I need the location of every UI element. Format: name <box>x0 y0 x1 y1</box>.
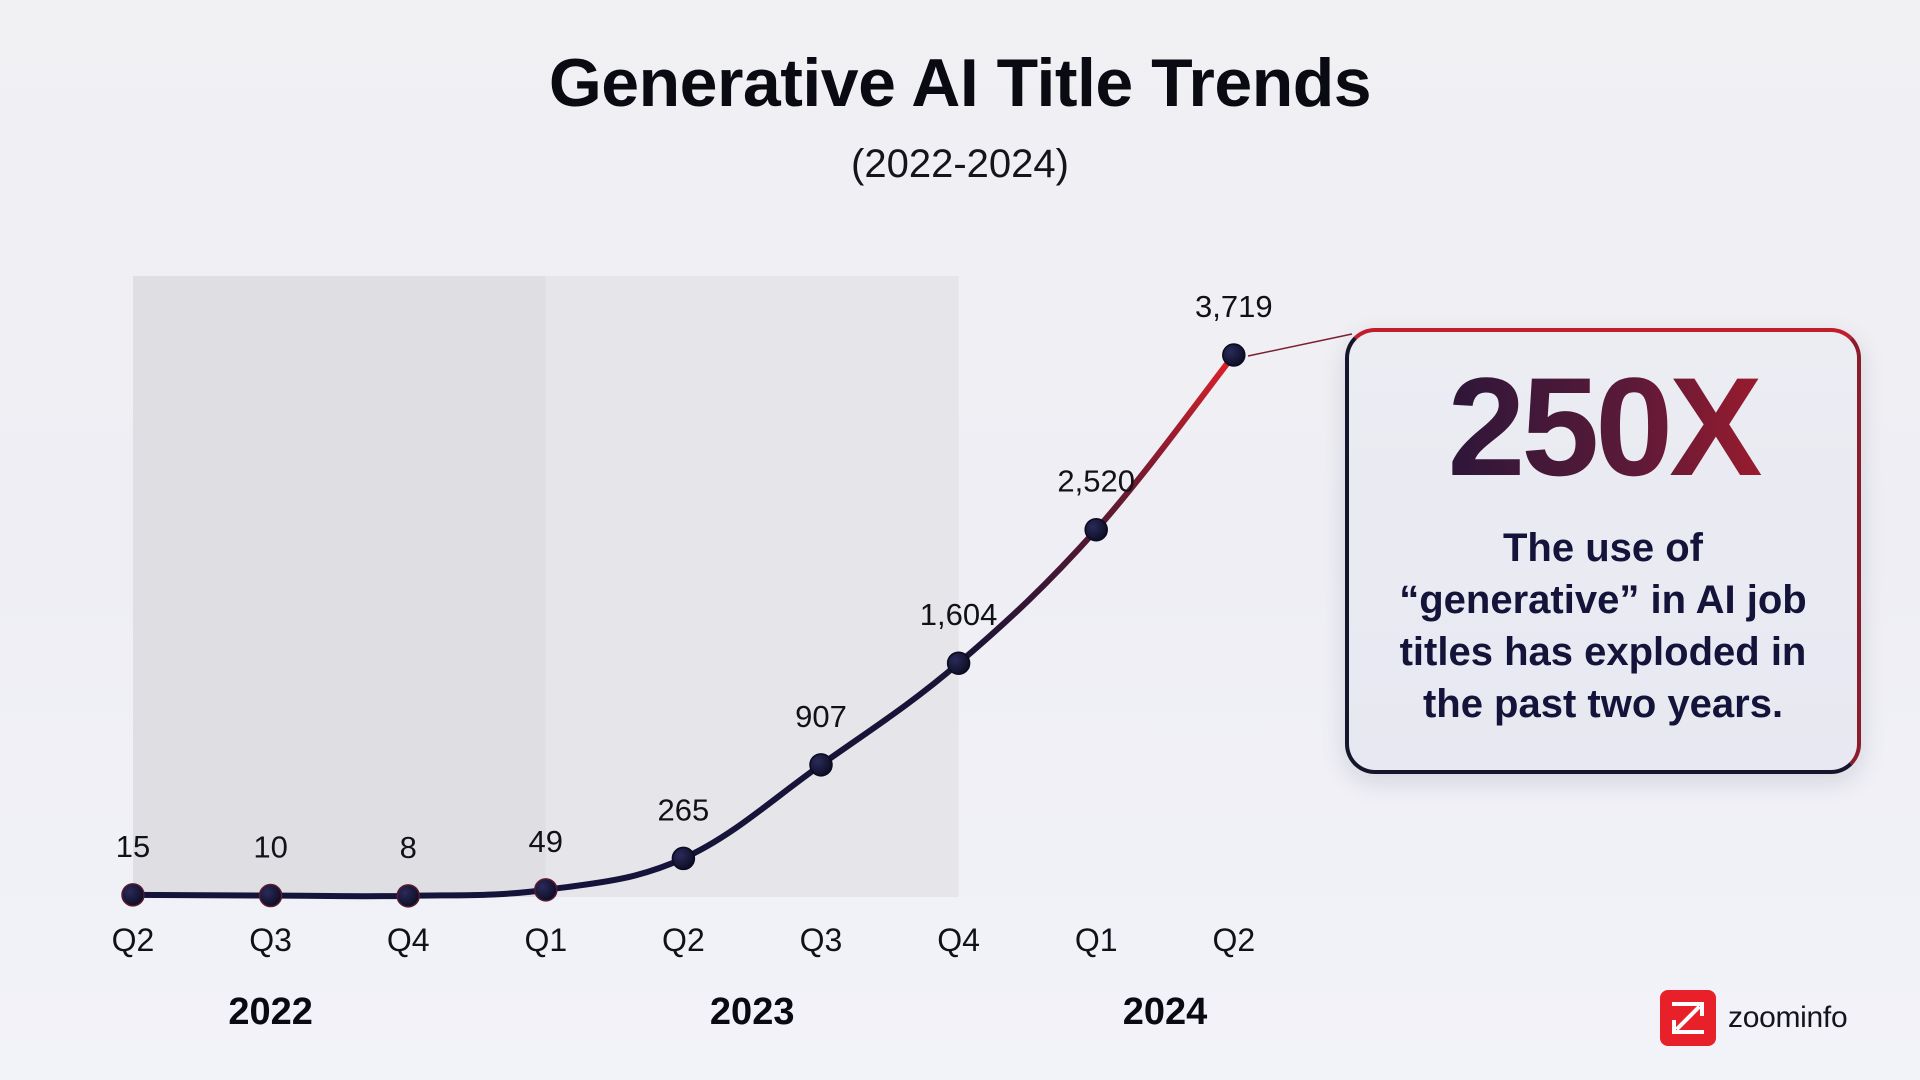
year-label-2022: 2022 <box>228 991 313 1033</box>
data-label: 8 <box>400 830 417 865</box>
data-label: 1,604 <box>920 597 998 632</box>
callout-box: 250X The use of “generative” in AI job t… <box>1345 328 1861 774</box>
year-label-2023: 2023 <box>710 991 795 1033</box>
chart-title: Generative AI Title Trends <box>548 45 1372 121</box>
data-point <box>121 883 145 907</box>
data-label: 907 <box>795 699 847 734</box>
chart-subtitle: (2022-2024) <box>851 142 1069 186</box>
callout-headline: 250X <box>1349 350 1857 504</box>
x-tick-label: Q3 <box>800 922 843 958</box>
year-label-2024: 2024 <box>1123 991 1208 1033</box>
x-tick-label: Q3 <box>249 922 292 958</box>
callout-text: The use of “generative” in AI job titles… <box>1399 526 1807 726</box>
callout-leader-line <box>1247 333 1353 357</box>
data-label: 15 <box>116 829 150 864</box>
x-tick-label: Q2 <box>1212 922 1255 958</box>
x-tick-label: Q2 <box>112 922 155 958</box>
data-point <box>809 753 833 777</box>
data-point <box>1222 343 1246 367</box>
series-line <box>130 352 1237 900</box>
data-point <box>258 883 283 908</box>
data-point <box>946 651 971 675</box>
data-label: 10 <box>253 830 287 865</box>
data-point <box>1084 517 1108 542</box>
zoominfo-z-logo-icon <box>1660 990 1716 1046</box>
x-tick-label: Q4 <box>937 922 980 958</box>
data-label: 265 <box>658 792 710 827</box>
data-point <box>671 846 696 871</box>
data-label: 3,719 <box>1195 289 1273 324</box>
data-label: 49 <box>529 824 563 859</box>
zoominfo-logo: zoominfo <box>1660 990 1848 1046</box>
x-tick-label: Q1 <box>524 922 567 958</box>
logo-text: zoominfo <box>1728 1001 1848 1034</box>
data-point <box>396 884 420 908</box>
x-tick-label: Q2 <box>662 922 705 958</box>
data-point <box>534 878 558 902</box>
year-band-2023 <box>545 276 959 897</box>
year-band-2022 <box>133 276 546 897</box>
data-label: 2,520 <box>1057 464 1135 499</box>
x-tick-label: Q4 <box>387 922 430 958</box>
x-tick-label: Q1 <box>1075 922 1118 958</box>
